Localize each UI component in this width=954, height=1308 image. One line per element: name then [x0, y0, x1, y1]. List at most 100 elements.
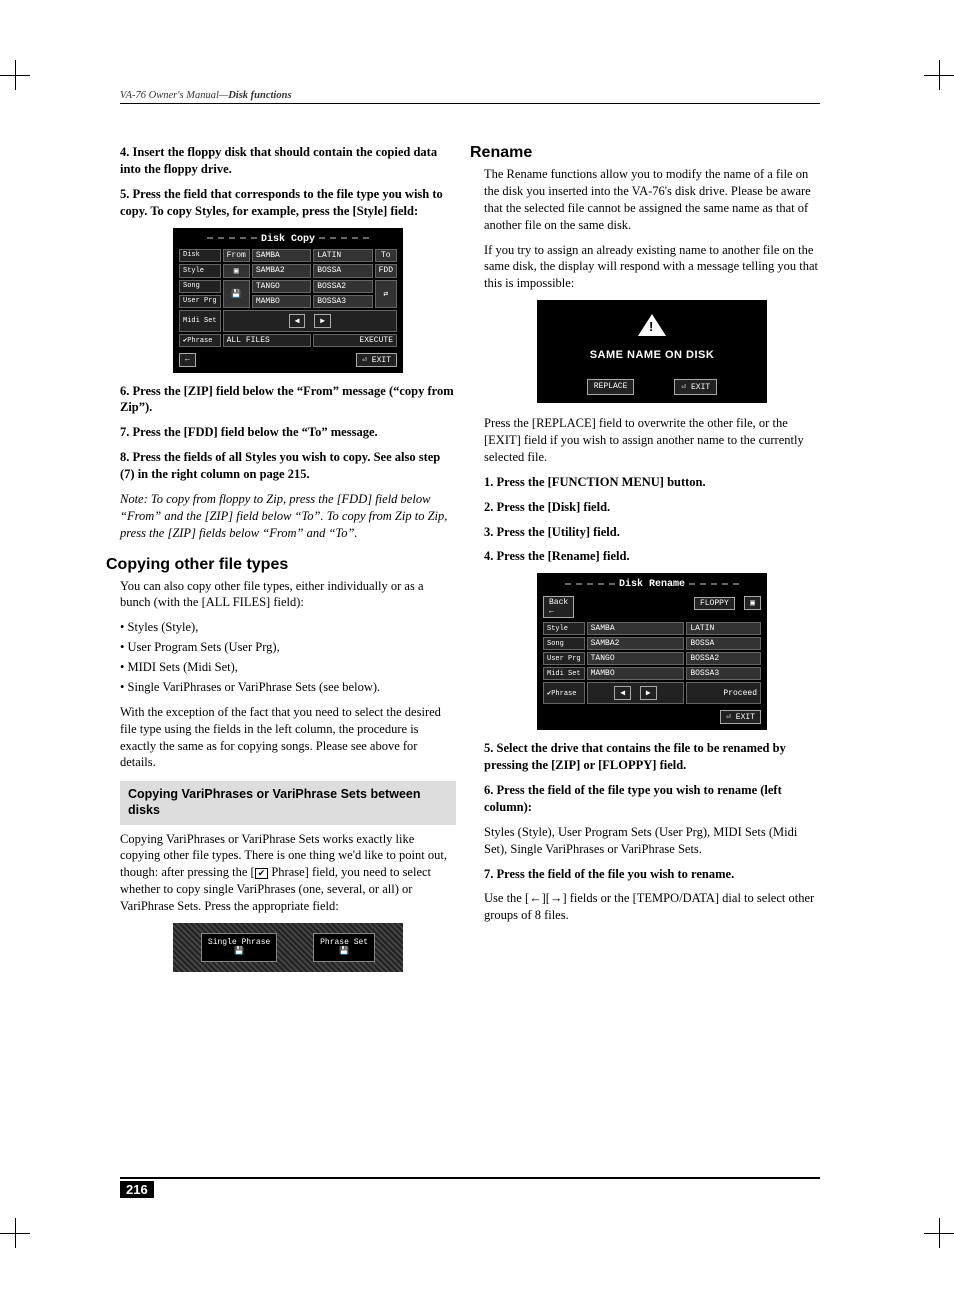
list-item: MIDI Sets (Midi Set),	[120, 659, 456, 676]
nav-right: ▶	[314, 314, 331, 328]
lcd-side-label: Song	[179, 280, 221, 293]
copy-other-intro: You can also copy other file types, eith…	[120, 578, 456, 612]
lcd-cell: SAMBA2	[587, 637, 685, 650]
proceed-button: Proceed	[686, 682, 761, 704]
list-item: User Program Sets (User Prg),	[120, 639, 456, 656]
lcd-side-label: Midi Set	[179, 310, 221, 332]
running-header: VA-76 Owner's Manual—Disk functions	[120, 90, 820, 104]
lcd-title: Disk Copy	[177, 232, 399, 247]
phrase-set-label: Phrase Set	[320, 938, 368, 947]
lcd-cell: BOSSA2	[686, 652, 761, 665]
lcd-side-label: User Prg	[179, 295, 221, 308]
left-column: 4. Insert the floppy disk that should co…	[120, 144, 456, 982]
nav-row: ◀ ▶	[587, 682, 685, 704]
file-type-list: Styles (Style), User Program Sets (User …	[120, 619, 456, 696]
single-phrase-label: Single Phrase	[208, 938, 270, 947]
lcd-cell: SAMBA	[587, 622, 685, 635]
r-step-7-body: Use the [←][→] fields or the [TEMPO/DATA…	[484, 890, 820, 924]
zip-field: ▣	[744, 596, 761, 610]
rename-p2: If you try to assign an already existing…	[484, 242, 820, 293]
nav-left: ◀	[289, 314, 306, 328]
right-column: Rename The Rename functions allow you to…	[484, 144, 820, 982]
step-8: 8. Press the fields of all Styles you wi…	[120, 449, 456, 483]
r-step-4: 4. Press the [Rename] field.	[484, 548, 820, 565]
lcd-cell: BOSSA	[313, 264, 372, 278]
lcd-cell: MAMBO	[587, 667, 685, 680]
lcd-cell: BOSSA2	[313, 280, 372, 293]
exit-button: ⏎ EXIT	[674, 379, 717, 395]
heading-rename: Rename	[470, 144, 820, 162]
lcd-title: Disk Rename	[541, 577, 763, 592]
copy-note: Note: To copy from floppy to Zip, press …	[120, 491, 456, 542]
from-label: From	[223, 249, 250, 262]
subheading-variphrase: Copying VariPhrases or VariPhrase Sets b…	[120, 781, 456, 824]
phrase-icon: ✔	[255, 868, 269, 879]
lcd-cell: TANGO	[587, 652, 685, 665]
r-step-3: 3. Press the [Utility] field.	[484, 524, 820, 541]
crop-mark	[924, 1218, 954, 1248]
lcd-side-label: ✔Phrase	[543, 682, 585, 704]
lcd-side-label: Song	[543, 637, 585, 650]
back-icon: ←	[179, 353, 196, 367]
lcd-side-label: Midi Set	[543, 667, 585, 680]
disk-icon: 💾	[223, 280, 250, 308]
nav-right: ▶	[640, 686, 657, 700]
lcd-cell: MAMBO	[252, 295, 311, 308]
r-step-2: 2. Press the [Disk] field.	[484, 499, 820, 516]
fdd-icon: FDD	[375, 264, 397, 278]
lcd-cell: BOSSA3	[313, 295, 372, 308]
lcd-cell: SAMBA	[252, 249, 311, 262]
exit-button: ⏎ EXIT	[356, 353, 397, 367]
phrase-select-screenshot: Single Phrase💾 Phrase Set💾	[173, 923, 403, 972]
step-7: 7. Press the [FDD] field below the “To” …	[120, 424, 456, 441]
single-phrase-button: Single Phrase💾	[201, 933, 277, 962]
all-files-button: ALL FILES	[223, 334, 312, 347]
page-number-bar: 216	[120, 1177, 820, 1198]
nav-row: ◀ ▶	[223, 310, 397, 332]
phrase-set-button: Phrase Set💾	[313, 933, 375, 962]
rename-p1: The Rename functions allow you to modify…	[484, 166, 820, 234]
crop-mark	[0, 60, 30, 90]
header-section: Disk functions	[228, 90, 291, 101]
manual-title: VA-76 Owner's Manual	[120, 90, 219, 101]
lcd-cell: TANGO	[252, 280, 311, 293]
lcd-cell: BOSSA	[686, 637, 761, 650]
disk-rename-screenshot: Disk Rename Back ← FLOPPY ▣ Style SAMBA …	[537, 573, 767, 730]
exit-button: ⏎ EXIT	[720, 710, 761, 724]
lcd-side-label: Style	[543, 622, 585, 635]
nav-left: ◀	[614, 686, 631, 700]
page-number: 216	[120, 1181, 154, 1198]
back-button: Back ←	[543, 596, 574, 618]
step-6: 6. Press the [ZIP] field below the “From…	[120, 383, 456, 417]
rename-p3: Press the [REPLACE] field to overwrite t…	[484, 415, 820, 466]
r-step-5: 5. Select the drive that contains the fi…	[484, 740, 820, 774]
page-content: VA-76 Owner's Manual—Disk functions 4. I…	[120, 90, 820, 982]
list-item: Single VariPhrases or VariPhrase Sets (s…	[120, 679, 456, 696]
replace-button: REPLACE	[587, 379, 635, 395]
disk-copy-screenshot: Disk Copy Disk From SAMBA LATIN To Style…	[173, 228, 403, 373]
warning-icon	[638, 314, 666, 336]
variphrase-para: Copying VariPhrases or VariPhrase Sets w…	[120, 831, 456, 915]
floppy-field: FLOPPY	[694, 597, 735, 610]
lcd-side-label: User Prg	[543, 652, 585, 665]
zip-icon: ▣	[223, 264, 250, 278]
r-step-7: 7. Press the field of the file you wish …	[484, 866, 820, 883]
lcd-side-label: Style	[179, 264, 221, 278]
copy-other-tail: With the exception of the fact that you …	[120, 704, 456, 772]
step-5: 5. Press the field that corresponds to t…	[120, 186, 456, 220]
list-item: Styles (Style),	[120, 619, 456, 636]
lcd-cell: LATIN	[313, 249, 372, 262]
swap-icon: ⇄	[375, 280, 397, 308]
heading-copy-other: Copying other file types	[106, 556, 456, 574]
lcd-cell: SAMBA2	[252, 264, 311, 278]
r-step-1: 1. Press the [FUNCTION MENU] button.	[484, 474, 820, 491]
to-label: To	[375, 249, 397, 262]
lcd-side-label: ✔Phrase	[179, 334, 221, 347]
lcd-cell: LATIN	[686, 622, 761, 635]
r-step-6-body: Styles (Style), User Program Sets (User …	[484, 824, 820, 858]
lcd-cell: BOSSA3	[686, 667, 761, 680]
execute-button: EXECUTE	[313, 334, 397, 347]
crop-mark	[924, 60, 954, 90]
warning-message: SAME NAME ON DISK	[545, 349, 759, 361]
r-step-6: 6. Press the field of the file type you …	[484, 782, 820, 816]
